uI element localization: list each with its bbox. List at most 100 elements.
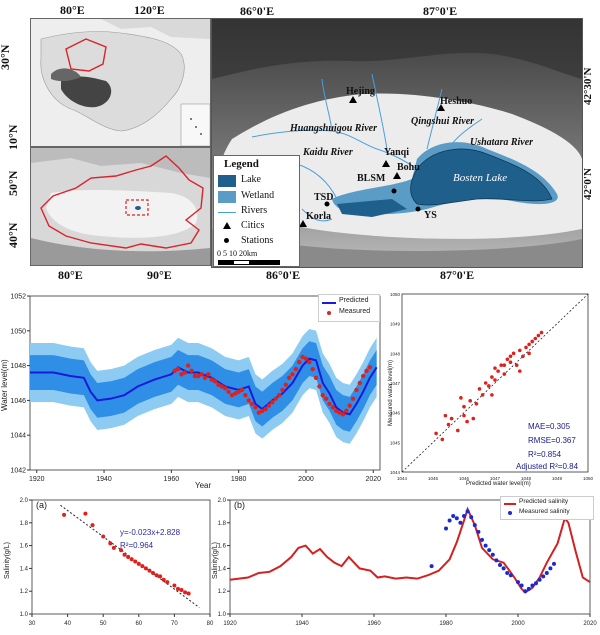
measured-point <box>192 373 198 379</box>
y-tick-label: 1.6 <box>218 544 227 550</box>
place-ushatara-river: Ushatara River <box>470 137 534 148</box>
salinity-timeseries-chart: 1920 1940 1960 1980 2000 2020 1.0 1.2 1.4 1.6 1.8 2… <box>210 494 600 635</box>
regression-point <box>143 566 148 571</box>
place-blsm: BLSM <box>357 173 386 184</box>
y-tick-label: 1048 <box>10 363 26 370</box>
tsd-station <box>324 201 330 207</box>
measured-point <box>263 406 268 412</box>
measured-salinity-point <box>487 548 492 553</box>
plot-frame <box>31 499 211 615</box>
validation-point <box>443 413 448 418</box>
legend-title: Legend <box>224 158 259 170</box>
basin-lon-top-87: 87°0'E <box>423 4 458 18</box>
measured-salinity-point <box>465 509 470 514</box>
xinjiang-map-svg <box>31 148 210 265</box>
validation-point <box>508 360 513 365</box>
y-tick-label: 1.0 <box>218 612 227 618</box>
y-tick-label: 1049 <box>390 322 401 327</box>
measured-point <box>303 356 309 361</box>
validation-point <box>462 413 466 418</box>
measured-point <box>196 373 201 379</box>
salinity-regression-chart: 30 40 50 60 70 80 1.0 1.2 1.4 1.6 1.8 2.0 (a) Salin… <box>0 494 220 635</box>
regression-point <box>126 555 131 559</box>
legend-city-icon <box>223 222 231 229</box>
measured-salinity-point <box>501 566 506 571</box>
regression-point <box>175 586 180 591</box>
validation-point <box>471 416 476 421</box>
basin-lat-4230: 42°30'N <box>582 67 594 105</box>
legend-scale-bar <box>218 260 280 265</box>
x-tick-label: 1960 <box>164 476 180 483</box>
y-tick-label: 1052 <box>10 294 26 301</box>
water-level-chart: 1920 1940 1960 1980 2000 2020 1042 1044 1046 1048… <box>0 286 392 494</box>
measured-salinity-point <box>526 586 531 591</box>
x-tick-label: 1940 <box>295 621 309 627</box>
measured-point <box>219 384 225 389</box>
basin-lon-bottom-86: 86°0'E <box>266 268 301 282</box>
measured-point <box>185 363 191 368</box>
regression-point <box>186 591 191 596</box>
xinjiang-map <box>30 147 211 266</box>
validation-point <box>530 339 534 344</box>
measured-salinity-point <box>537 577 542 582</box>
place-bohu: Bohu <box>397 162 420 173</box>
measured-salinity-point <box>444 526 448 531</box>
measured-salinity-point <box>476 529 481 534</box>
legend-predicted-line <box>322 302 336 304</box>
measured-point <box>270 399 275 405</box>
basin-lon-top-86: 86°0'E <box>240 4 275 18</box>
y-tick-label: 1046 <box>390 411 401 416</box>
measured-salinity-point <box>530 583 535 588</box>
y-tick-label: 1045 <box>390 440 401 445</box>
validation-ylabel: Measured water level(m) <box>388 359 394 426</box>
x-tick-label: 50 <box>100 621 107 627</box>
measured-salinity-point <box>483 543 488 548</box>
validation-point <box>440 437 445 442</box>
legend-rivers: Rivers <box>241 205 268 216</box>
water-level-legend: Predicted Measured <box>318 294 380 322</box>
china-lat-10: 10°N <box>6 124 20 150</box>
legend-lake: Lake <box>241 174 261 185</box>
bohu-marker <box>393 172 401 179</box>
stat-adjusted-r2: Adjusted R²=0.84 <box>516 462 579 471</box>
y-tick-label: 1.2 <box>218 589 227 595</box>
xinjiang-lon-90: 90°E <box>147 268 172 282</box>
measured-point <box>367 365 373 370</box>
timeseries-legend: Predicted salinity Measured salinity <box>500 496 594 520</box>
x-tick-label: 1050 <box>583 476 594 481</box>
measured-point <box>334 408 339 414</box>
measured-point <box>266 403 272 408</box>
regression-point <box>119 548 123 553</box>
x-tick-label: 30 <box>29 621 36 627</box>
regression-point <box>161 577 166 582</box>
blsm-station <box>391 188 397 194</box>
place-huangshuigou-river: Huangshuigou River <box>290 123 377 134</box>
validation-point <box>527 342 531 347</box>
xinjiang-boundary <box>40 155 204 249</box>
y-tick-label: 1046 <box>10 398 26 405</box>
xinjiang-lat-50: 50°N <box>6 170 20 196</box>
x-tick-label: 2000 <box>511 621 525 627</box>
regression-point <box>129 557 134 562</box>
legend-stations: Stations <box>241 235 274 246</box>
measured-point <box>283 382 288 387</box>
measured-point <box>226 389 231 394</box>
measured-point <box>344 408 349 414</box>
predicted-line <box>30 357 378 416</box>
x-tick-label: 1920 <box>223 621 237 627</box>
x-tick-label: 1047 <box>490 476 501 481</box>
x-tick-label: 1940 <box>96 476 112 483</box>
validation-point <box>474 401 479 406</box>
x-tick-label: 1046 <box>459 476 470 481</box>
legend-wetland: Wetland <box>241 190 275 201</box>
legend-station-icon <box>224 238 229 243</box>
y-tick-label: 2.0 <box>218 498 227 504</box>
legend-pred-salinity: Predicted salinity <box>519 498 569 505</box>
validation-point <box>505 357 510 362</box>
measured-salinity-point <box>519 583 524 588</box>
x-tick-label: 1048 <box>521 476 532 481</box>
validation-point <box>487 384 491 388</box>
validation-point <box>483 381 488 385</box>
validation-point <box>499 363 503 367</box>
